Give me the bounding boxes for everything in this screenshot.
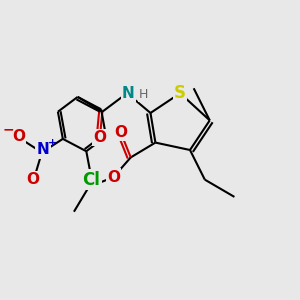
Text: N: N (122, 86, 135, 101)
Text: H: H (138, 88, 148, 101)
Text: −: − (3, 122, 14, 136)
Text: Cl: Cl (82, 171, 100, 189)
Text: N: N (37, 142, 50, 158)
Text: S: S (174, 84, 186, 102)
Text: O: O (93, 130, 106, 145)
Text: O: O (114, 125, 128, 140)
Text: +: + (48, 138, 58, 148)
Text: O: O (27, 172, 40, 187)
Text: O: O (107, 170, 120, 185)
Text: O: O (12, 129, 25, 144)
